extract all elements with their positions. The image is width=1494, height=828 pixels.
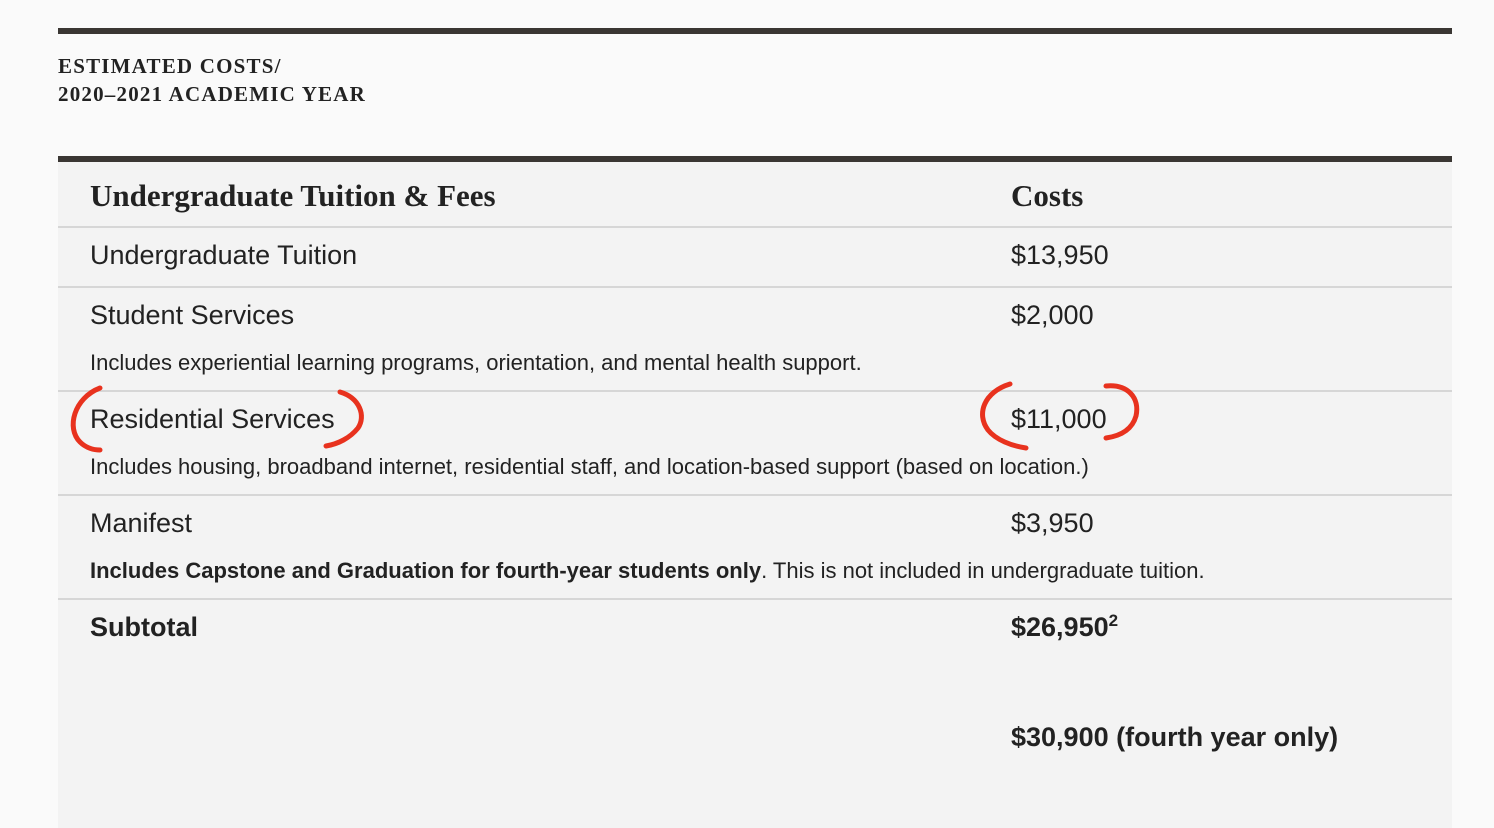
table-row-manifest: Manifest $3,950 Includes Capstone and Gr… [58,496,1452,600]
row-cost: $13,950 [1011,240,1109,270]
footnote-marker: 2 [1108,611,1119,630]
row-cost: $11,000 [1011,404,1107,434]
table-row-student-services: Student Services $2,000 Includes experie… [58,288,1452,392]
row-label: Manifest [90,508,193,538]
row-cost: $3,950 [1011,508,1094,538]
section-title-line-1: ESTIMATED COSTS/ [58,54,282,78]
row-description: Includes housing, broadband internet, re… [90,454,1089,479]
section-title: ESTIMATED COSTS/ 2020–2021 ACADEMIC YEAR [58,52,366,108]
fourth-year-cost: $30,900 (fourth year only) [1011,722,1339,752]
table-row-residential-services: Residential Services $11,000 Includes ho… [58,392,1452,496]
row-label: Student Services [90,300,295,330]
row-label: Residential Services [90,404,335,434]
row-description-bold: Includes Capstone and Graduation for fou… [90,558,762,583]
section-title-line-2: 2020–2021 ACADEMIC YEAR [58,82,366,106]
row-description-rest: . This is not included in undergraduate … [761,558,1205,583]
table-header-row: Undergraduate Tuition & Fees Costs [58,162,1452,228]
row-description: Includes Capstone and Graduation for fou… [90,558,1205,584]
row-cost: $2,000 [1011,300,1094,330]
subtotal-value: $26,950 [1011,612,1109,642]
cost-table: Undergraduate Tuition & Fees Costs Under… [58,156,1452,828]
subtotal-cost: $26,9502 [1011,612,1118,643]
row-description: Includes experiential learning programs,… [90,350,862,375]
table-row-subtotal: Subtotal $26,9502 $30,900 (fourth year o… [58,600,1452,828]
top-divider [58,28,1452,34]
table-row-undergraduate-tuition: Undergraduate Tuition $13,950 [58,228,1452,288]
row-label: Undergraduate Tuition [90,240,358,270]
subtotal-label: Subtotal [90,612,198,642]
column-header-costs: Costs [1011,178,1084,213]
column-header-fees: Undergraduate Tuition & Fees [90,178,496,213]
